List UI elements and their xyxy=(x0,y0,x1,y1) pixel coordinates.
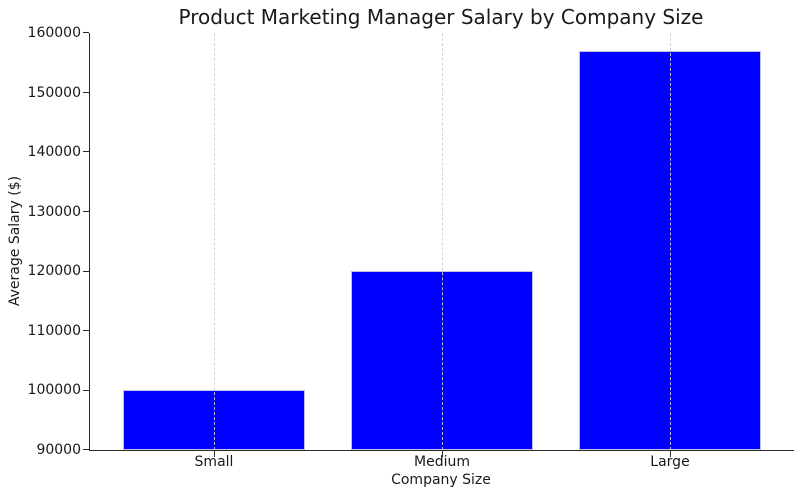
gridline-small xyxy=(214,33,215,450)
x-tick-mark xyxy=(214,451,215,457)
x-axis-label: Company Size xyxy=(391,472,491,488)
x-tick-label-small: Small xyxy=(194,454,234,470)
y-tick-mark xyxy=(83,330,89,332)
gridline-medium xyxy=(442,33,443,450)
y-tick-label: 140000 xyxy=(27,144,81,161)
chart-title: Product Marketing Manager Salary by Comp… xyxy=(178,5,704,29)
x-tick-label-large: Large xyxy=(650,454,690,470)
x-tick-mark xyxy=(670,451,671,457)
y-tick-label: 150000 xyxy=(27,84,81,101)
y-tick-mark xyxy=(83,32,89,34)
plot-area: 90000 100000 110000 120000 130000 140000 15000… xyxy=(28,25,794,470)
y-tick-mark xyxy=(83,449,89,451)
gridline-large xyxy=(670,33,671,450)
y-tick-mark xyxy=(83,151,89,153)
y-axis-label: Average Salary ($) xyxy=(7,175,23,307)
y-tick-label: 160000 xyxy=(27,25,81,41)
y-tick-mark xyxy=(83,389,89,391)
y-tick-label: 110000 xyxy=(27,322,81,339)
x-tick-label-medium: Medium xyxy=(414,454,470,470)
y-tick-mark xyxy=(83,211,89,212)
y-tick-label: 100000 xyxy=(27,382,81,399)
y-tick-mark xyxy=(83,270,89,272)
y-tick-label: 120000 xyxy=(27,263,81,280)
y-tick-mark xyxy=(83,91,89,93)
y-tick-label: 90000 xyxy=(36,442,81,458)
x-tick-mark xyxy=(442,451,443,457)
y-tick-label: 130000 xyxy=(27,203,81,220)
